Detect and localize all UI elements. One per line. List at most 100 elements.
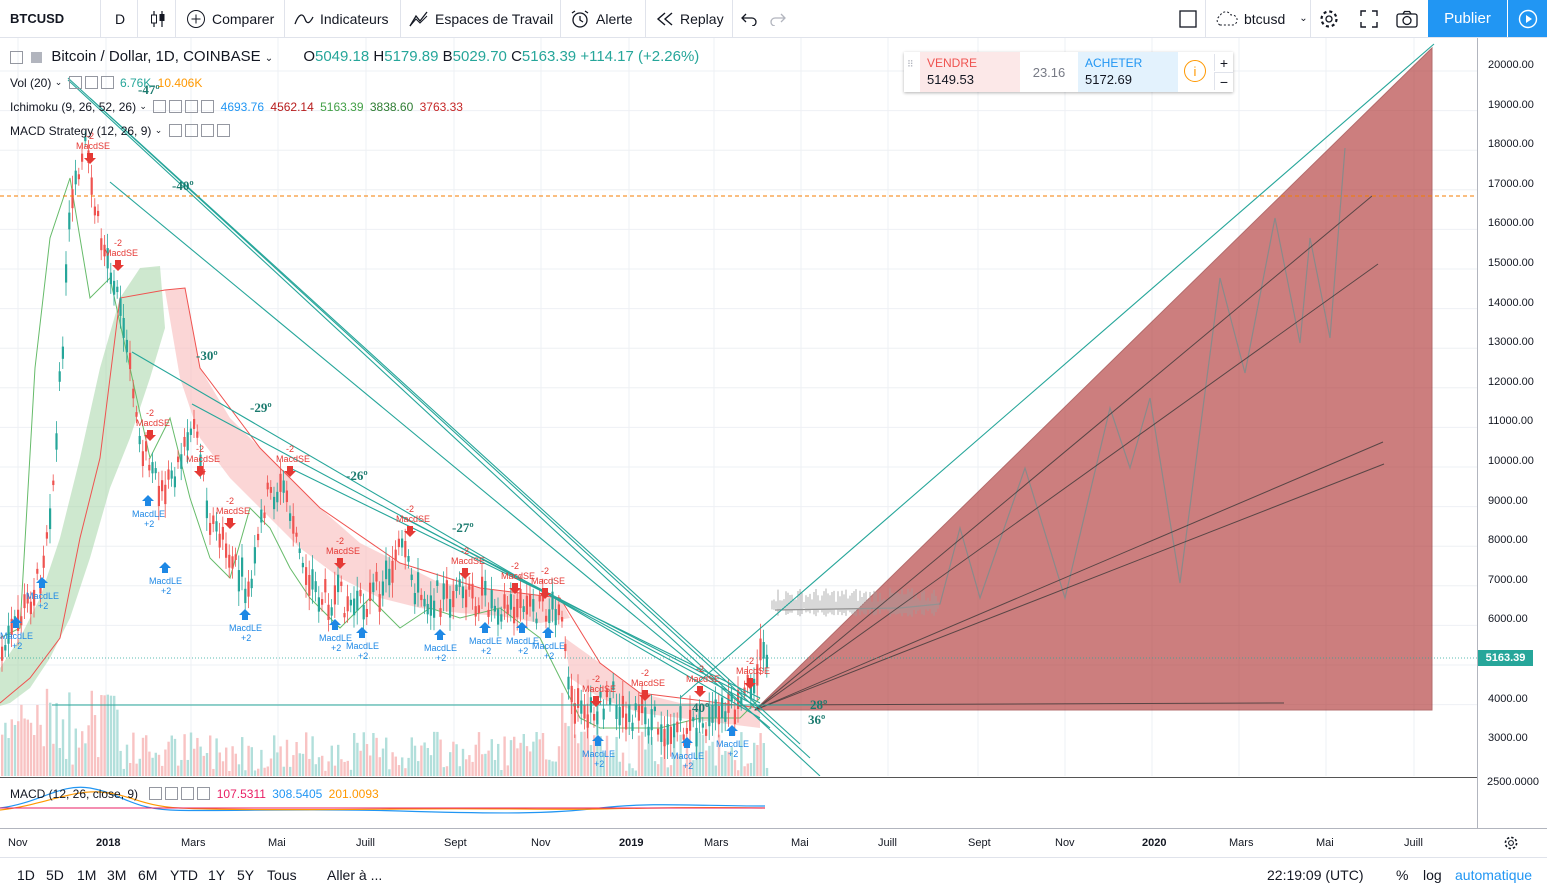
eye-icon[interactable] xyxy=(149,787,163,801)
plus-icon[interactable]: + xyxy=(1214,54,1233,71)
sell-button[interactable]: VENDRE 5149.53 xyxy=(920,52,1020,92)
goto-date-button[interactable]: Aller à ... xyxy=(327,867,383,883)
macd-plot xyxy=(0,786,766,814)
undo-button[interactable] xyxy=(741,0,757,37)
collapse-icon[interactable] xyxy=(10,50,23,64)
replay-button[interactable]: Replay xyxy=(656,0,724,37)
workspaces-button[interactable]: Espaces de Travail xyxy=(409,0,553,37)
info-icon[interactable]: i xyxy=(1184,60,1206,82)
chevron-down-icon[interactable]: ⌄ xyxy=(54,77,63,88)
volume-bar xyxy=(33,735,36,776)
chevron-down-icon[interactable]: ⌄ xyxy=(139,101,147,112)
settings-icon[interactable] xyxy=(84,76,98,90)
candle-body xyxy=(314,581,317,593)
flag-icon xyxy=(31,51,43,63)
close-icon[interactable] xyxy=(201,100,215,114)
range-button[interactable]: 5D xyxy=(46,867,64,883)
buy-arrow-icon xyxy=(329,619,341,630)
chart-pane[interactable]: -47º -40º -30º -29º -26º -27º 40º 28º 36º MacdSE… xyxy=(0,38,1477,776)
candle-body xyxy=(55,433,58,450)
minus-icon[interactable]: − xyxy=(1214,72,1233,90)
drag-handle-icon[interactable]: ⠿ xyxy=(907,59,914,69)
clock[interactable]: 22:19:09 (UTC) xyxy=(1267,867,1364,883)
interval-button[interactable]: D xyxy=(115,0,125,37)
time-axis[interactable]: Nov 2018 Mars Mai Juill Sept Nov 2019 Mars Mai Jui… xyxy=(0,828,1547,857)
chevron-down-icon[interactable]: ⌄ xyxy=(154,125,163,136)
price-axis[interactable]: 20000.00 19000.00 18000.00 17000.00 16000.00… xyxy=(1477,38,1547,828)
fullscreen-toggle[interactable] xyxy=(1179,0,1197,37)
chart-style-button[interactable] xyxy=(150,0,166,37)
candle-body xyxy=(484,580,487,596)
log-toggle[interactable]: log xyxy=(1423,867,1442,883)
redo-button[interactable] xyxy=(770,0,786,37)
volume-bar xyxy=(49,702,52,776)
strategy-legend[interactable]: MACD Strategy (12, 26, 9) ⌄ xyxy=(10,123,233,138)
candle-body xyxy=(241,557,244,577)
volume-legend[interactable]: Vol (20) ⌄ 6.76K 10.406K xyxy=(10,75,205,90)
settings-icon[interactable] xyxy=(169,100,183,114)
chevron-down-icon[interactable]: ⌄ xyxy=(264,53,274,64)
candle-body xyxy=(23,594,26,609)
candle-body xyxy=(577,688,580,708)
source-icon[interactable] xyxy=(185,100,199,114)
candle-body xyxy=(161,480,164,492)
volume-bar xyxy=(129,762,132,776)
eye-icon[interactable] xyxy=(68,76,82,90)
eye-icon[interactable] xyxy=(153,100,167,114)
publish-button[interactable]: Publier xyxy=(1428,0,1507,37)
gear-icon[interactable] xyxy=(1503,835,1519,851)
indicators-button[interactable]: Indicateurs xyxy=(294,0,388,37)
volume-bar xyxy=(228,770,231,776)
candle-body xyxy=(724,711,727,722)
source-icon[interactable] xyxy=(200,124,214,138)
range-button[interactable]: 6M xyxy=(138,867,158,883)
angle-label: 40º xyxy=(692,700,709,715)
time-tick: Nov xyxy=(8,837,28,849)
volume-bar xyxy=(202,755,205,776)
play-button[interactable] xyxy=(1508,0,1547,37)
alert-button[interactable]: Alerte xyxy=(570,0,633,37)
candle-body xyxy=(532,599,535,612)
range-button[interactable]: 3M xyxy=(107,867,127,883)
symbol-search[interactable]: BTCUSD xyxy=(10,0,64,37)
ichimoku-legend[interactable]: Ichimoku (9, 26, 52, 26) ⌄ 4693.76 4562.… xyxy=(10,99,466,114)
candle-body xyxy=(685,727,688,734)
settings-icon[interactable] xyxy=(184,124,198,138)
settings-button[interactable] xyxy=(1319,0,1339,37)
range-button[interactable]: 1Y xyxy=(208,867,226,883)
candle-body xyxy=(381,581,384,596)
close-icon[interactable] xyxy=(197,787,211,801)
macd-pane[interactable]: MACD (12, 26, close, 9) 107.5311 308.540… xyxy=(0,777,1477,829)
buy-button[interactable]: ACHETER 5172.69 xyxy=(1078,52,1178,92)
trendline xyxy=(89,97,801,745)
compare-button[interactable]: Comparer xyxy=(186,0,274,37)
source-icon[interactable] xyxy=(181,787,195,801)
long-qty-label: +2 xyxy=(241,633,251,643)
settings-icon[interactable] xyxy=(165,787,179,801)
range-button[interactable]: YTD xyxy=(170,867,198,883)
candle-body xyxy=(369,582,372,602)
volume-bar xyxy=(426,747,429,776)
close-icon[interactable] xyxy=(100,76,114,90)
range-button[interactable]: Tous xyxy=(267,867,297,883)
range-button[interactable]: 5Y xyxy=(237,867,255,883)
auto-scale-toggle[interactable]: automatique xyxy=(1455,867,1533,883)
candle-body xyxy=(84,137,87,142)
layout-menu[interactable]: btcusd ⌄ xyxy=(1214,0,1308,37)
range-button[interactable]: 1D xyxy=(17,867,35,883)
volume-bar xyxy=(122,768,125,776)
percent-toggle[interactable]: % xyxy=(1396,867,1409,883)
eye-icon[interactable] xyxy=(168,124,182,138)
volume-bar xyxy=(68,692,71,776)
candle-body xyxy=(189,428,192,435)
fullscreen-button[interactable] xyxy=(1359,0,1379,37)
snapshot-button[interactable] xyxy=(1396,0,1418,37)
long-signal-label: MacdLE xyxy=(424,643,457,653)
macd-legend[interactable]: MACD (12, 26, close, 9) 107.5311 308.540… xyxy=(10,786,382,801)
volume-bar xyxy=(529,751,532,776)
sell-arrow-icon xyxy=(84,153,96,164)
sell-arrow-icon xyxy=(694,686,706,697)
close-icon[interactable] xyxy=(216,124,230,138)
range-button[interactable]: 1M xyxy=(77,867,97,883)
